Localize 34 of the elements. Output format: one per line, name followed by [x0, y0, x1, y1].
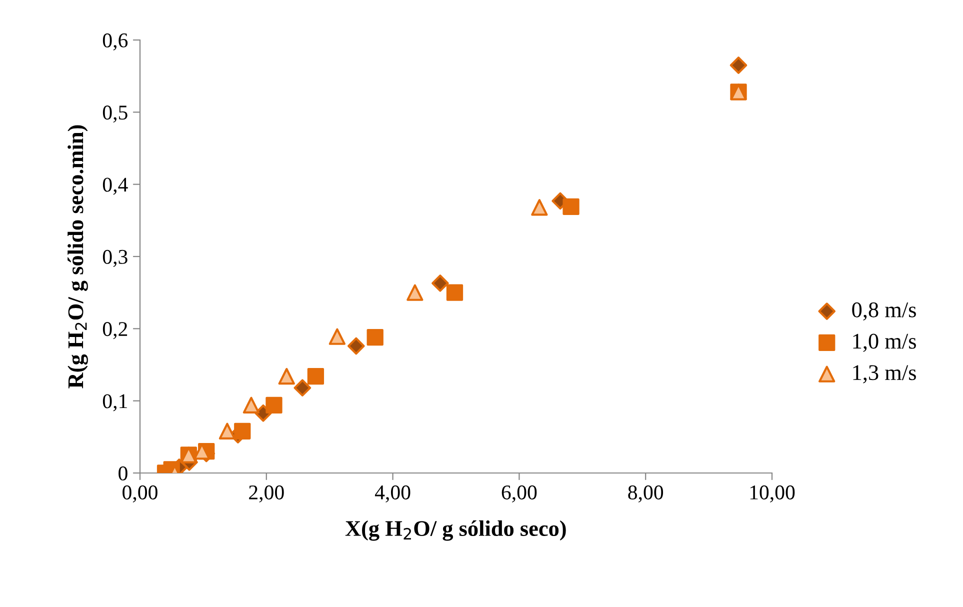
- point: [366, 329, 384, 346]
- y-axis-title: R(g H$_{2}$O/ g sólido seco.min): [68, 125, 88, 388]
- point: [406, 284, 424, 301]
- y-tick-label: 0,4: [102, 178, 128, 195]
- y-tick-label: 0,2: [102, 322, 128, 340]
- point: [446, 284, 464, 301]
- point: [730, 56, 748, 74]
- point: [294, 379, 312, 396]
- x-tick-label: 0,00: [122, 485, 158, 502]
- point: [234, 422, 251, 440]
- y-tick-label: 0,6: [102, 33, 128, 50]
- x-tick-label: 8,00: [628, 485, 664, 502]
- point: [242, 396, 260, 414]
- point: [328, 328, 346, 345]
- y-tick-label: 0: [118, 466, 128, 480]
- point: [266, 396, 282, 414]
- point: [218, 422, 236, 440]
- x-tick-label: 10,00: [750, 485, 795, 502]
- legend-label: 0,8 m/s: [852, 302, 916, 321]
- y-tick-label: 0,3: [102, 250, 128, 267]
- point: [307, 368, 324, 385]
- point: [432, 274, 449, 292]
- x-tick-label: 2,00: [249, 485, 284, 502]
- y-tick-label: 0,5: [102, 106, 128, 123]
- x-axis-title: X(g H$_{2}$O/ g sólido seco): [345, 520, 566, 541]
- x-tick-label: 4,00: [374, 485, 410, 502]
- point: [278, 368, 295, 385]
- point: [562, 198, 580, 216]
- legend-label: 1,3 m/s: [853, 365, 916, 384]
- x-tick-label: 6,00: [502, 485, 537, 502]
- point: [347, 337, 365, 355]
- point: [531, 199, 548, 216]
- legend-label: 1,0 m/s: [853, 334, 916, 352]
- y-tick-label: 0,1: [102, 394, 127, 412]
